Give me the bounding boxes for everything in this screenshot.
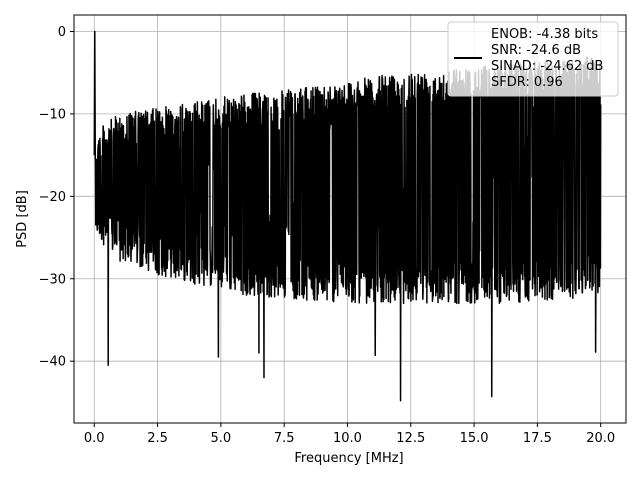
x-tick-label: 15.0 [460, 431, 489, 446]
x-tick-label: 5.0 [211, 431, 232, 446]
y-tick-label: −40 [39, 355, 66, 370]
y-axis-ticks: 0 −10 −20 −30 −40 [39, 25, 74, 370]
x-axis-label: Frequency [MHz] [294, 451, 403, 466]
plot-frame [73, 14, 627, 424]
legend-box [447, 21, 619, 97]
legend: ENOB: -4.38 bits SNR: -24.6 dB SINAD: -2… [447, 21, 619, 97]
x-tick-label: 2.5 [147, 431, 168, 446]
y-axis-label: PSD [dB] [15, 190, 30, 248]
x-tick-label: 12.5 [396, 431, 425, 446]
x-axis-ticks: 0.0 2.5 5.0 7.5 10.0 12.5 15.0 17.5 20.0 [84, 423, 615, 446]
legend-entry: SINAD: -24.62 dB [491, 59, 603, 74]
y-tick-label: 0 [58, 25, 66, 40]
x-tick-label: 0.0 [84, 431, 105, 446]
legend-entry: ENOB: -4.38 bits [491, 27, 598, 42]
x-tick-label: 17.5 [523, 431, 552, 446]
legend-entry: SFDR: 0.96 [491, 75, 563, 90]
legend-entry: SNR: -24.6 dB [491, 43, 581, 58]
y-tick-label: −10 [39, 107, 66, 122]
x-tick-label: 7.5 [274, 431, 295, 446]
x-tick-label: 20.0 [586, 431, 615, 446]
y-tick-label: −30 [39, 272, 66, 287]
x-tick-label: 10.0 [333, 431, 362, 446]
y-tick-label: −20 [39, 190, 66, 205]
